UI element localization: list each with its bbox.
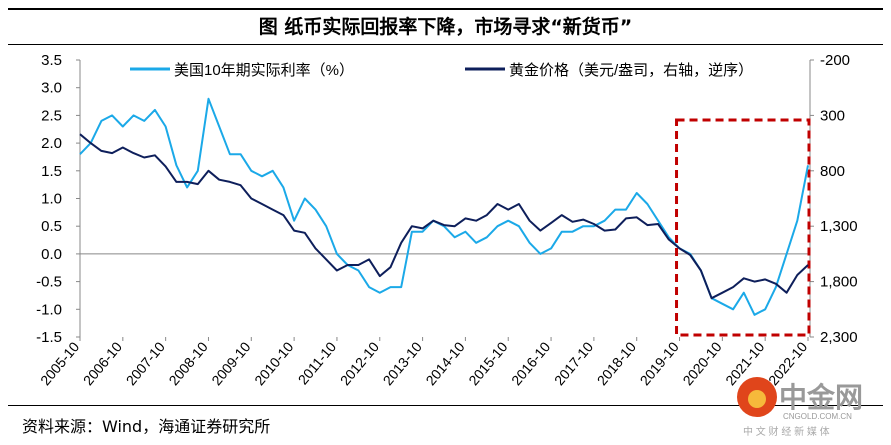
legend-label: 黄金价格（美元/盎司，右轴，逆序） xyxy=(509,62,753,79)
series-line-gold-price xyxy=(79,133,809,300)
right-tick-label: 1,300 xyxy=(820,218,858,235)
left-tick-label: 0.5 xyxy=(41,218,62,235)
left-tick-label: -0.5 xyxy=(36,274,62,291)
left-tick-label: 3.5 xyxy=(41,52,62,69)
logo-tagline: 中 文 财 经 新 媒 体 xyxy=(743,425,830,438)
x-tick-label: 2015-10 xyxy=(465,338,510,388)
x-tick-label: 2013-10 xyxy=(380,338,425,388)
left-tick-label: 2.5 xyxy=(41,107,62,124)
left-tick-label: -1.0 xyxy=(36,301,62,318)
x-tick-label: 2012-10 xyxy=(337,338,382,388)
logo-url: CNGOLD.COM.CN xyxy=(783,412,852,421)
right-tick-label: 300 xyxy=(820,107,845,124)
x-tick-label: 2007-10 xyxy=(123,338,168,388)
x-tick-label: 2017-10 xyxy=(551,338,596,388)
right-tick-label: 2,300 xyxy=(820,329,858,346)
legend-label: 美国10年期实际利率（%） xyxy=(174,62,354,79)
chart-title: 图 纸币实际回报率下降，市场寻求“新货币” xyxy=(258,16,633,38)
right-tick-label: -200 xyxy=(820,52,850,69)
x-tick-label: 2006-10 xyxy=(80,338,125,388)
right-tick-label: 800 xyxy=(820,163,845,180)
left-tick-label: -1.5 xyxy=(36,329,62,346)
x-tick-label: 2014-10 xyxy=(422,338,467,388)
x-tick-label: 2018-10 xyxy=(594,338,639,388)
top-rule xyxy=(8,8,883,10)
bottom-rule xyxy=(8,405,883,406)
left-tick-label: 0.0 xyxy=(41,246,62,263)
series-line-real-rate xyxy=(79,97,809,316)
title-rule xyxy=(8,44,883,45)
x-tick-label: 2009-10 xyxy=(208,338,253,388)
x-tick-label: 2019-10 xyxy=(637,338,682,388)
x-tick-label: 2020-10 xyxy=(679,338,724,388)
x-tick-label: 2016-10 xyxy=(508,338,553,388)
source-note: 资料来源：Wind，海通证券研究所 xyxy=(22,417,271,436)
x-tick-label: 2010-10 xyxy=(251,338,296,388)
left-tick-label: 1.0 xyxy=(41,191,62,208)
left-tick-label: 3.0 xyxy=(41,80,62,97)
right-tick-label: 1,800 xyxy=(820,274,858,291)
left-tick-label: 2.0 xyxy=(41,135,62,152)
highlight-box xyxy=(675,118,811,337)
x-tick-label: 2008-10 xyxy=(165,338,210,388)
logo-text: 中金网 xyxy=(779,381,863,413)
left-tick-label: 1.5 xyxy=(41,163,62,180)
x-tick-label: 2011-10 xyxy=(295,338,340,387)
cngold-logo: 中金网 CNGOLD.COM.CN 中 文 财 经 新 媒 体 xyxy=(737,377,863,438)
